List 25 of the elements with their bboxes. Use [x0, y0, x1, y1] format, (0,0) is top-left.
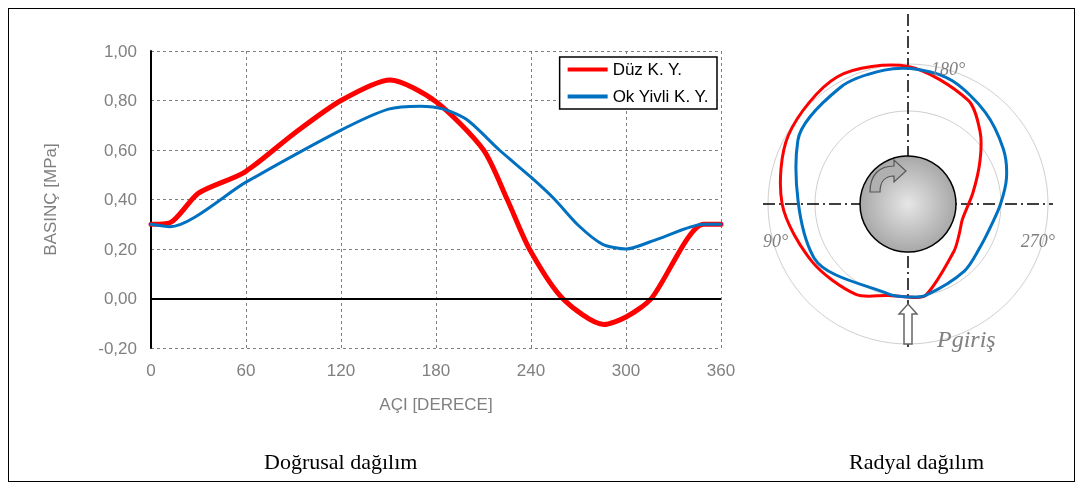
y-axis-title: BASINÇ [MPa]: [41, 143, 60, 256]
y-tick-label: 0,40: [103, 190, 137, 209]
x-tick-label: 0: [146, 361, 156, 380]
y-tick-label: 0,60: [103, 140, 137, 160]
text: Pgiriş: [936, 326, 996, 352]
legend-label: Ok Yivli K. Y.: [612, 87, 709, 106]
x-tick-label: 300: [611, 361, 641, 380]
x-tick-label: 180: [421, 361, 451, 380]
x-tick-label: 60: [236, 361, 256, 380]
x-tick-label: 360: [706, 361, 736, 380]
x-tick-label: 120: [326, 361, 356, 380]
text: Doğrusal dağılım: [264, 448, 418, 474]
y-tick-label: 0,00: [103, 289, 137, 308]
text: Radyal dağılım: [848, 448, 985, 474]
text: 180°: [931, 59, 966, 79]
y-tick-label: 0,20: [103, 239, 137, 259]
y-tick-label: 0,80: [103, 91, 137, 110]
x-tick-label: 240: [516, 361, 546, 380]
legend-label: Düz K. Y.: [612, 60, 682, 79]
y-tick-label: 1,00: [103, 41, 137, 61]
text: 90°: [763, 231, 789, 251]
text: 270°: [1020, 231, 1055, 251]
y-tick-label: -0,20: [98, 338, 137, 358]
x-axis-title: AÇI [DERECE]: [379, 395, 493, 414]
line-series: [149, 104, 723, 251]
